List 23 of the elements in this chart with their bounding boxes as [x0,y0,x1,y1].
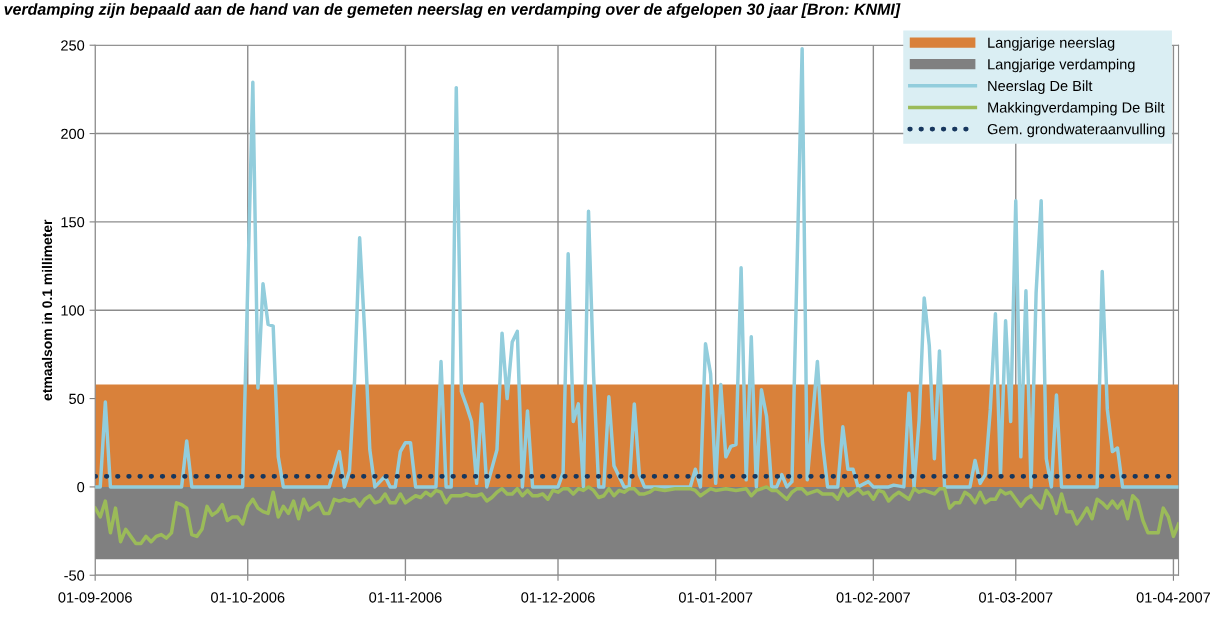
y-tick-label: 150 [61,216,85,228]
legend-label: Gem. grondwateraanvulling [987,123,1165,138]
legend-label: Langjarige neerslag [988,37,1115,51]
y-tick-label: 100 [61,305,85,316]
y-tick-label: 250 [61,40,85,51]
x-tick-label: 01-09-2006 [58,592,132,603]
x-tick-label: 01-02-2007 [836,592,910,603]
legend-label: Langjarige verdamping [988,58,1135,73]
x-tick-label: 01-03-2007 [979,592,1053,603]
x-tick-label: 01-01-2007 [678,592,753,603]
chart-title: verdamping zijn bepaald aan de hand van de gemeten neerslag en verdamping over de afgelopen 30 jaar [Bron: KNMI] [4,3,901,19]
legend-label: Makkingverdamping De Bilt [988,101,1165,116]
y-tick-label: -50 [64,570,85,581]
x-tick-label: 01-11-2006 [369,592,442,603]
legend-label: Neerslag De Bilt [988,80,1093,94]
y-axis-title: etmaalsom in 0.1 millimeter [41,219,53,401]
x-tick-label: 01-04-2007 [1136,592,1210,603]
y-tick-label: 200 [61,128,85,139]
x-tick-label: 01-12-2006 [521,592,595,603]
x-tick-label: 01-10-2006 [211,592,285,603]
y-tick-label: 0 [77,482,85,493]
y-tick-label: 50 [69,393,85,404]
line-series [95,485,1179,546]
